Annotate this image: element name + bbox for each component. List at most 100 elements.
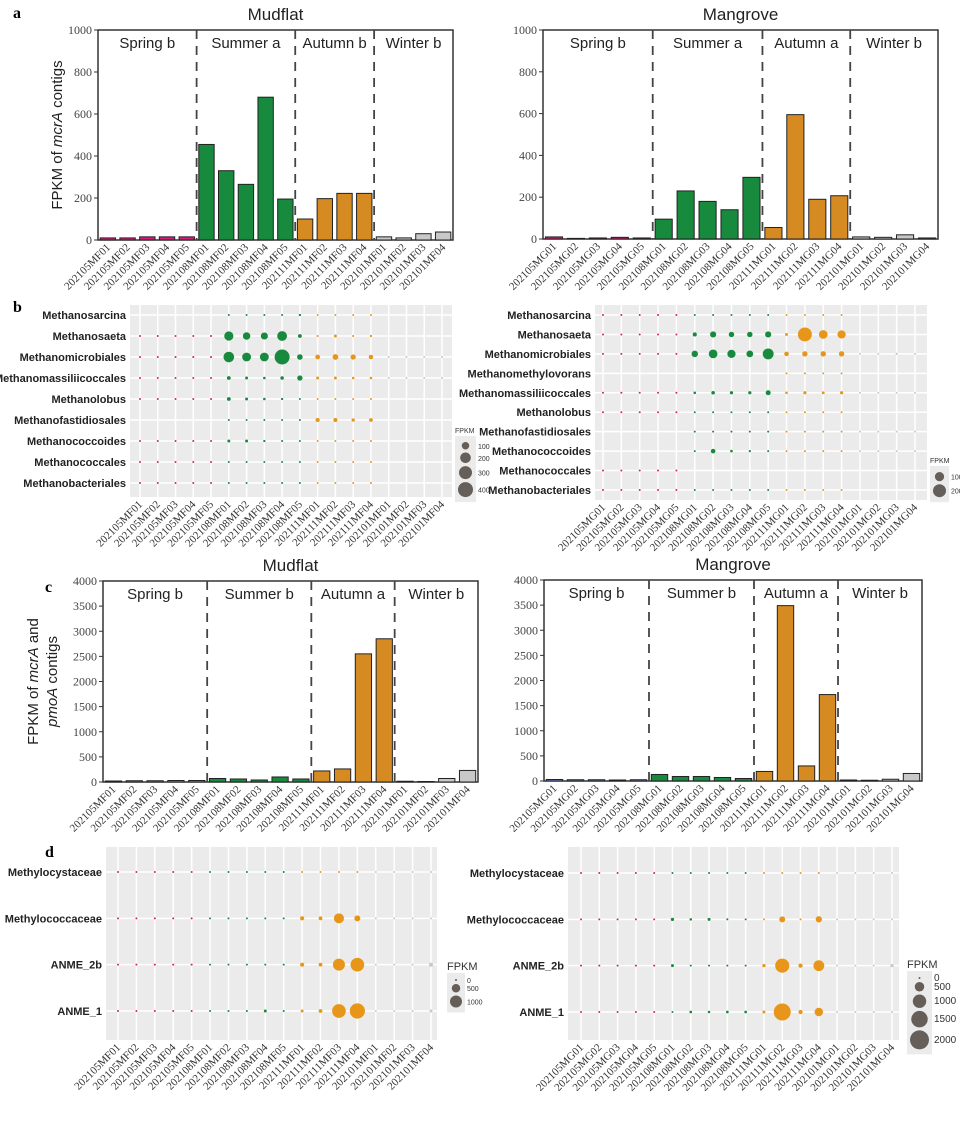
dot xyxy=(333,913,344,924)
dot xyxy=(799,918,802,921)
dot xyxy=(689,964,692,967)
dot xyxy=(210,482,213,484)
dot xyxy=(872,918,875,921)
dot xyxy=(693,489,696,491)
dot xyxy=(877,430,880,433)
dot xyxy=(839,391,844,395)
dot xyxy=(802,351,808,357)
dot xyxy=(369,461,372,463)
dot xyxy=(227,1009,230,1013)
bar xyxy=(119,237,136,241)
dot xyxy=(840,450,843,453)
dot xyxy=(351,376,355,380)
dot xyxy=(333,417,338,423)
dot xyxy=(393,963,396,966)
dot xyxy=(854,872,857,874)
dot xyxy=(815,916,822,923)
bar xyxy=(250,779,268,783)
dot xyxy=(675,352,678,355)
dot xyxy=(689,918,693,921)
bar xyxy=(104,780,123,783)
dot xyxy=(387,356,390,358)
dot xyxy=(767,411,770,414)
dot xyxy=(785,332,788,336)
dot xyxy=(820,351,826,357)
y-tick-label: 1000 xyxy=(513,23,537,37)
bar xyxy=(797,765,816,782)
y-axis-label-part: pmoA xyxy=(44,688,61,728)
dot xyxy=(767,430,770,433)
dot xyxy=(803,430,806,433)
chart-title: Mudflat xyxy=(248,5,304,24)
dot xyxy=(762,918,765,921)
season-label: Autumn a xyxy=(774,35,839,52)
dot xyxy=(914,391,916,394)
dot xyxy=(226,397,231,401)
y-tick-label: 800 xyxy=(519,65,537,79)
dot xyxy=(712,411,715,414)
dot xyxy=(352,440,355,442)
dot xyxy=(298,419,301,421)
bar xyxy=(902,772,921,782)
bar xyxy=(786,114,805,240)
y-tick-label: 600 xyxy=(519,107,537,121)
dot xyxy=(393,871,396,873)
dot xyxy=(153,1010,156,1012)
bar xyxy=(188,779,206,783)
bar xyxy=(198,143,215,241)
dot xyxy=(708,964,711,967)
bar xyxy=(375,236,393,241)
dot xyxy=(429,1009,433,1013)
dot xyxy=(693,314,696,316)
dot xyxy=(274,349,290,365)
dot xyxy=(298,334,302,338)
bar xyxy=(146,780,164,783)
legend-value: 500 xyxy=(467,986,479,993)
dot xyxy=(263,439,266,443)
dot xyxy=(174,398,177,400)
bar xyxy=(139,236,156,241)
dot xyxy=(139,482,141,484)
y-tick-label: 500 xyxy=(79,750,97,764)
row-label: Methylococcaceae xyxy=(467,914,564,926)
bar xyxy=(588,237,607,240)
bar xyxy=(566,779,585,782)
bar xyxy=(292,778,310,783)
dot xyxy=(813,960,825,972)
dot xyxy=(210,377,213,379)
dot xyxy=(245,917,248,920)
legend-dot xyxy=(934,472,945,482)
dot xyxy=(657,391,660,394)
dot xyxy=(803,314,806,316)
y-axis-label-part: mcrA xyxy=(25,647,42,682)
dot-chart-d-mangrove: 202105MG01202105MG02202105MG03202105MG04… xyxy=(467,847,957,1094)
dot xyxy=(190,1010,193,1012)
dot xyxy=(156,440,159,442)
legend-value: 0 xyxy=(934,973,940,984)
dot xyxy=(620,411,623,414)
dot xyxy=(277,331,288,341)
y-tick-label: 2000 xyxy=(73,675,97,689)
dot xyxy=(174,440,177,442)
dot xyxy=(352,398,355,400)
bar xyxy=(830,195,849,240)
bar-chart-c-mudflat: Mudflat050010001500200025003000350040002… xyxy=(25,556,479,834)
bar xyxy=(764,227,783,240)
legend-value: 0 xyxy=(467,978,471,985)
dot xyxy=(708,349,718,359)
dot xyxy=(316,376,320,380)
dot-chart-b-mudflat: 202105MF01202105MF02202105MF03202105MF04… xyxy=(0,305,490,549)
bar xyxy=(632,237,651,240)
dot xyxy=(298,440,301,442)
dot xyxy=(153,871,156,873)
dot xyxy=(318,1009,323,1013)
dot xyxy=(282,917,285,920)
dot xyxy=(657,352,660,355)
panel-label: c xyxy=(45,579,52,596)
bar xyxy=(671,775,690,782)
row-label: Methanofastidiosales xyxy=(479,427,591,439)
bar xyxy=(167,779,185,783)
legend-dot xyxy=(455,979,457,981)
legend-value: 300 xyxy=(478,471,490,478)
